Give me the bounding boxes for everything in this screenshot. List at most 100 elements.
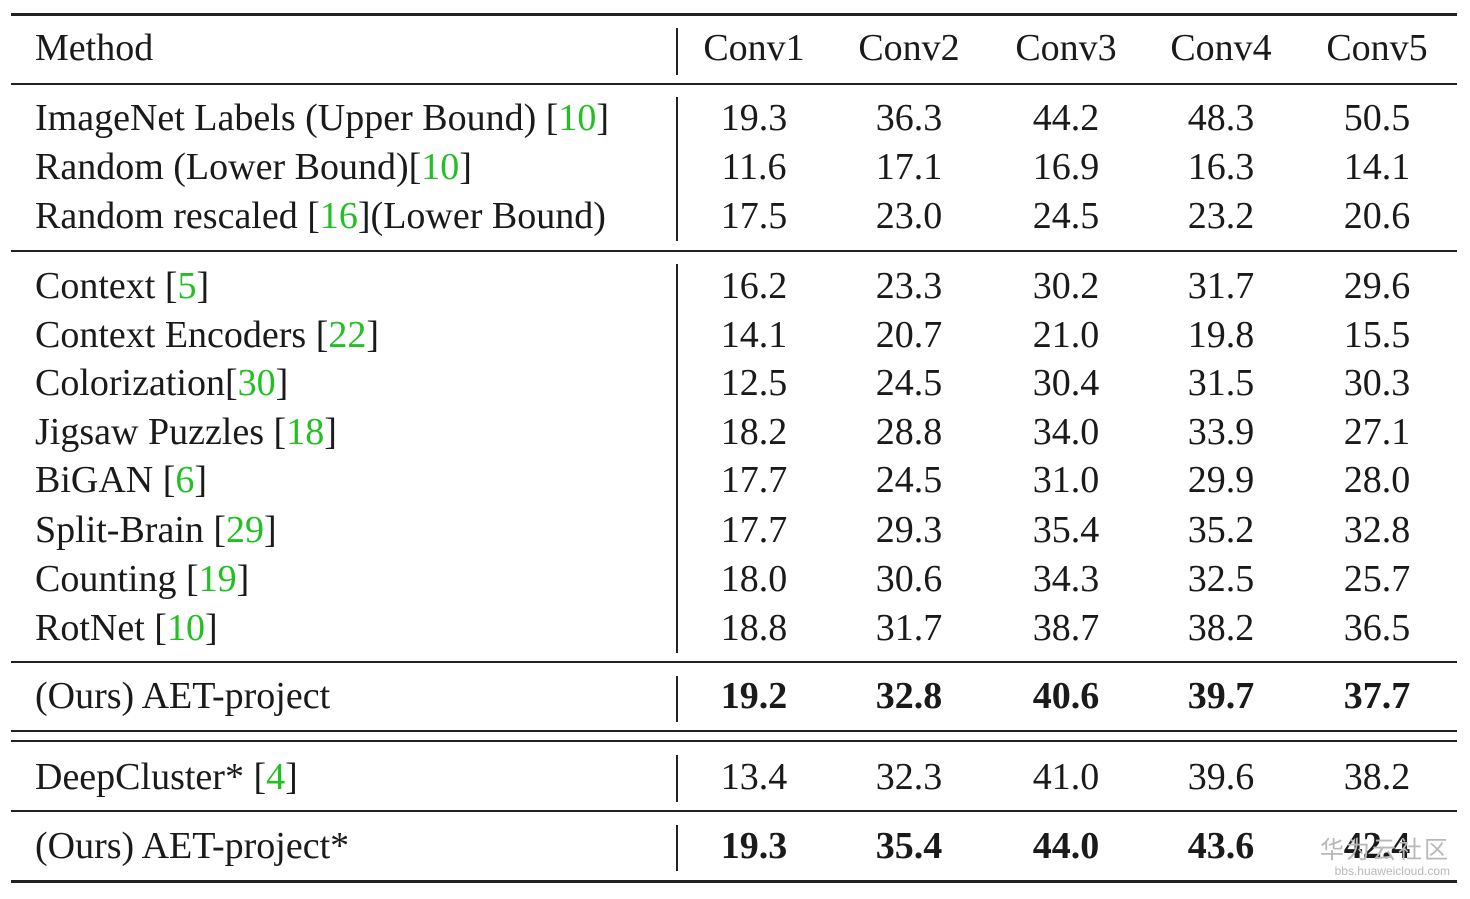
value-cell: 36.5	[1343, 607, 1411, 649]
method-label: Split-Brain [	[35, 509, 227, 551]
method-label: Counting [	[35, 558, 199, 600]
method-name: (Ours) AET-project*	[35, 824, 349, 868]
value-cell: 14.1	[1343, 146, 1411, 188]
value-cell: 50.5	[1343, 97, 1411, 139]
value-cell: 29.3	[875, 509, 943, 551]
table-rule	[11, 810, 1457, 812]
value-cell: 16.9	[1032, 146, 1100, 188]
value-cell: 23.0	[875, 195, 943, 237]
value-cell: 21.0	[1032, 314, 1100, 356]
method-name: (Ours) AET-project	[35, 674, 330, 718]
method-name: Split-Brain [29]	[35, 508, 277, 552]
method-name: Counting [19]	[35, 557, 249, 601]
value-cell: 35.2	[1187, 509, 1255, 551]
method-label: DeepCluster* [	[35, 756, 267, 798]
column-divider	[676, 264, 678, 653]
value-cell: 35.4	[1032, 509, 1100, 551]
column-divider	[676, 97, 678, 241]
value-cell: 19.3	[720, 97, 788, 139]
method-suffix: ]	[236, 558, 250, 600]
method-label: BiGAN [	[35, 459, 176, 501]
table-rule	[11, 880, 1457, 883]
method-label: Colorization[	[35, 362, 238, 404]
value-cell: 20.7	[875, 314, 943, 356]
method-label: (Ours) AET-project	[35, 675, 331, 717]
value-cell: 31.7	[875, 607, 943, 649]
method-name: Random (Lower Bound)[10]	[35, 145, 472, 189]
method-name: Context Encoders [22]	[35, 313, 379, 357]
method-label: ImageNet Labels (Upper Bound) [	[35, 97, 559, 139]
value-cell: 35.4	[875, 825, 943, 867]
citation-link: 29	[226, 509, 265, 551]
watermark-url: bbs.huaweicloud.com	[1334, 864, 1450, 878]
column-divider	[676, 676, 678, 722]
citation-link: 10	[558, 97, 597, 139]
value-cell: 29.9	[1187, 459, 1255, 501]
citation-link: 19	[198, 558, 237, 600]
value-cell: 43.6	[1187, 825, 1255, 867]
value-cell: 44.2	[1032, 97, 1100, 139]
citation-link: 10	[166, 607, 205, 649]
value-cell: 23.3	[875, 265, 943, 307]
method-suffix: ]	[204, 607, 218, 649]
method-label: Random (Lower Bound)[	[35, 146, 422, 188]
header-method: Method	[35, 27, 154, 69]
value-cell: 15.5	[1343, 314, 1411, 356]
value-cell: 19.2	[720, 675, 788, 717]
method-name: Context [5]	[35, 264, 209, 308]
citation-link: 6	[175, 459, 195, 501]
method-suffix: ]	[324, 411, 337, 453]
citation-link: 5	[177, 265, 197, 307]
value-cell: 23.2	[1187, 195, 1255, 237]
value-cell: 32.8	[1343, 509, 1411, 551]
value-cell: 18.8	[720, 607, 788, 649]
method-name: ImageNet Labels (Upper Bound) [10]	[35, 96, 609, 140]
value-cell: 30.3	[1343, 362, 1411, 404]
value-cell: 29.6	[1343, 265, 1411, 307]
method-name: Random rescaled [16](Lower Bound)	[35, 194, 606, 238]
value-cell: 19.8	[1187, 314, 1255, 356]
column-divider	[676, 755, 678, 802]
method-suffix: ]	[275, 362, 289, 404]
method-suffix: ]	[196, 265, 210, 307]
method-suffix: ](Lower Bound)	[357, 195, 606, 237]
method-label: Context Encoders [	[35, 314, 329, 356]
value-cell: 32.3	[875, 756, 943, 798]
table-rule	[11, 661, 1457, 663]
header-column: Conv5	[1326, 27, 1428, 69]
value-cell: 48.3	[1187, 97, 1255, 139]
value-cell: 44.0	[1032, 825, 1100, 867]
value-cell: 30.4	[1032, 362, 1100, 404]
value-cell: 24.5	[875, 362, 943, 404]
method-name: BiGAN [6]	[35, 458, 207, 502]
method-label: RotNet [	[35, 607, 167, 649]
citation-link: 10	[421, 146, 460, 188]
value-cell: 38.2	[1187, 607, 1255, 649]
method-name: Colorization[30]	[35, 361, 288, 405]
value-cell: 24.5	[1032, 195, 1100, 237]
method-suffix: ]	[264, 509, 277, 551]
value-cell: 39.6	[1187, 756, 1255, 798]
value-cell: 30.2	[1032, 265, 1100, 307]
citation-link: 4	[266, 756, 286, 798]
value-cell: 34.3	[1032, 558, 1100, 600]
method-label: (Ours) AET-project*	[35, 825, 350, 867]
value-cell: 30.6	[875, 558, 943, 600]
value-cell: 33.9	[1187, 411, 1255, 453]
header-column: Conv1	[703, 27, 805, 69]
value-cell: 14.1	[720, 314, 788, 356]
value-cell: 34.0	[1032, 411, 1100, 453]
table-rule	[11, 13, 1457, 16]
watermark: 华为云社区 bbs.huaweicloud.com	[1320, 838, 1450, 879]
value-cell: 17.1	[875, 146, 943, 188]
table-rule	[11, 83, 1457, 85]
value-cell: 31.0	[1032, 459, 1100, 501]
header-column: Conv4	[1170, 27, 1272, 69]
table-rule	[11, 740, 1457, 742]
value-cell: 27.1	[1343, 411, 1411, 453]
citation-link: 22	[328, 314, 367, 356]
header-column: Conv3	[1015, 27, 1117, 69]
value-cell: 12.5	[720, 362, 788, 404]
citation-link: 18	[286, 411, 325, 453]
